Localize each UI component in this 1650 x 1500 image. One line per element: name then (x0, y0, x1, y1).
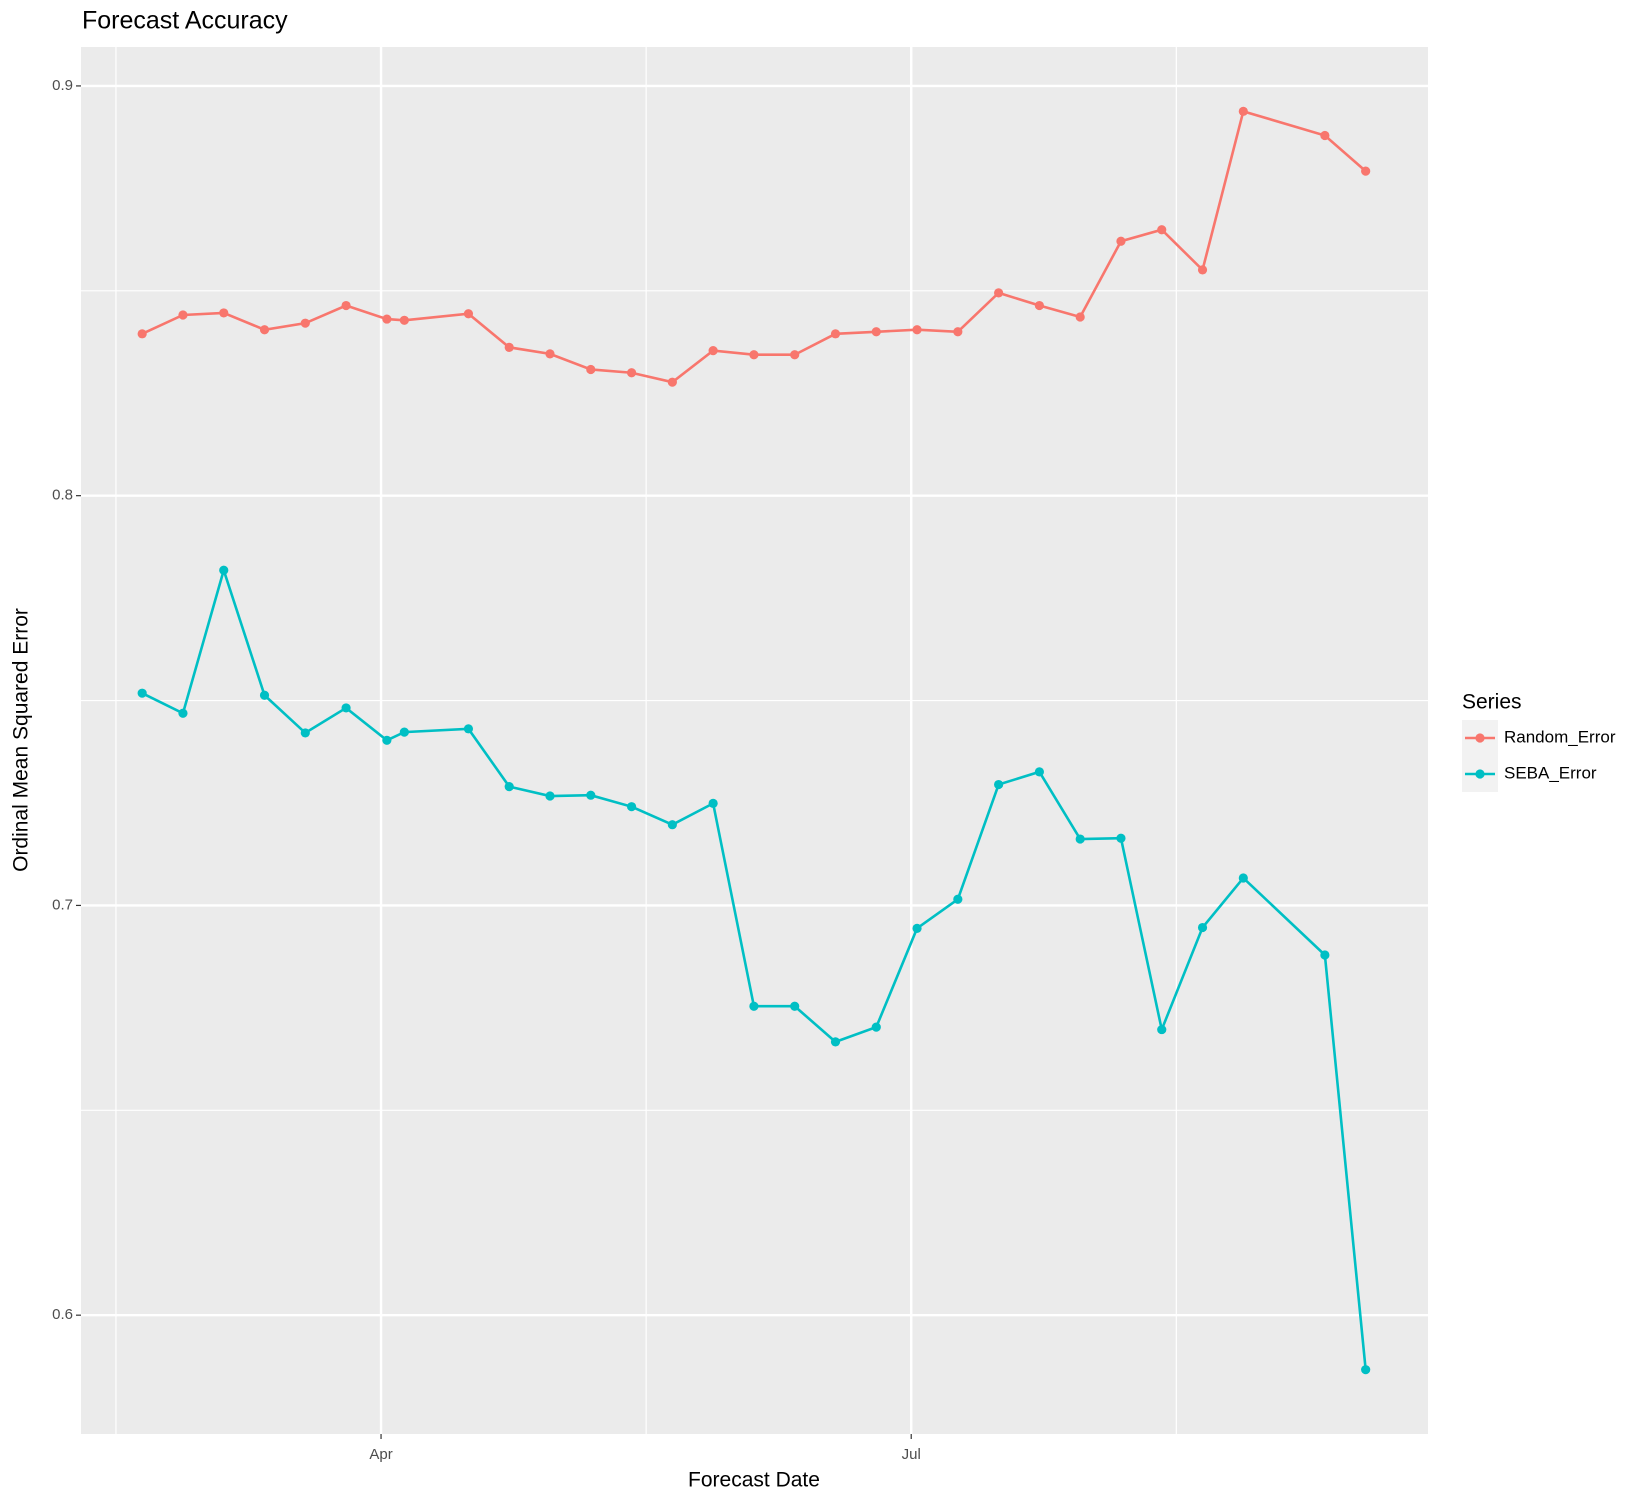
data-point (749, 350, 759, 360)
data-point (382, 735, 392, 745)
data-point (1157, 225, 1167, 235)
data-point (1320, 130, 1330, 141)
legend-label: SEBA_Error (1504, 763, 1597, 782)
data-point (1116, 236, 1126, 246)
y-tick-label: 0.8 (52, 487, 73, 504)
data-point (300, 318, 310, 328)
data-point (1075, 312, 1085, 322)
data-point (626, 368, 637, 378)
data-point (1238, 873, 1248, 883)
data-point (994, 288, 1004, 298)
x-tick-label: Jul (902, 1446, 921, 1463)
data-point (178, 310, 188, 320)
data-point (137, 329, 147, 339)
data-point (219, 308, 229, 318)
data-point (790, 350, 800, 360)
legend-label: Random_Error (1504, 727, 1616, 746)
data-point (1361, 1365, 1371, 1375)
data-point (1361, 166, 1371, 176)
data-point (1197, 922, 1208, 933)
data-point (504, 781, 514, 792)
y-axis-label: Ordinal Mean Squared Error (10, 608, 33, 872)
data-point (708, 798, 718, 808)
data-point (626, 802, 637, 812)
data-point (219, 565, 229, 575)
data-point (790, 1001, 800, 1011)
data-point (912, 325, 922, 335)
data-point (1034, 300, 1044, 311)
plot-panel (81, 47, 1428, 1434)
data-point (1034, 767, 1044, 777)
data-point (178, 708, 188, 718)
data-point (463, 309, 474, 319)
data-point (1157, 1024, 1167, 1035)
data-point (259, 325, 270, 335)
x-axis-label: Forecast Date (688, 1469, 820, 1492)
series-line (141, 565, 1367, 1370)
data-point (871, 327, 881, 337)
data-point (1075, 834, 1085, 844)
data-point (586, 364, 596, 375)
data-point (399, 727, 409, 737)
legend-title: Series (1462, 691, 1522, 714)
data-point (463, 724, 474, 734)
y-tick-label: 0.6 (52, 1306, 73, 1323)
data-point (545, 349, 555, 359)
x-tick-label: Apr (369, 1446, 392, 1463)
data-point (586, 790, 596, 800)
y-tick-label: 0.7 (52, 896, 73, 913)
data-point (667, 820, 677, 830)
data-point (912, 923, 922, 933)
data-point (1116, 833, 1126, 843)
y-tick-label: 0.9 (52, 77, 73, 94)
data-point (830, 1037, 841, 1047)
data-point (399, 315, 409, 325)
legend-point (1475, 769, 1485, 779)
data-point (953, 894, 963, 904)
data-point (994, 779, 1004, 790)
data-point (137, 688, 147, 698)
data-point (259, 690, 270, 700)
chart-title: Forecast Accuracy (82, 7, 288, 35)
series-line (141, 109, 1367, 384)
data-point (667, 377, 677, 387)
data-point (504, 342, 514, 352)
data-point (341, 703, 351, 713)
legend-point (1475, 733, 1485, 743)
data-point (382, 314, 392, 324)
data-point (708, 346, 718, 356)
data-point (341, 300, 351, 311)
data-point (1197, 265, 1208, 275)
data-point (871, 1022, 881, 1032)
data-point (300, 728, 310, 738)
data-point (1238, 106, 1248, 116)
data-point (830, 329, 841, 339)
data-point (545, 791, 555, 801)
data-point (749, 1001, 759, 1011)
data-point (1320, 950, 1330, 960)
data-point (953, 327, 963, 337)
